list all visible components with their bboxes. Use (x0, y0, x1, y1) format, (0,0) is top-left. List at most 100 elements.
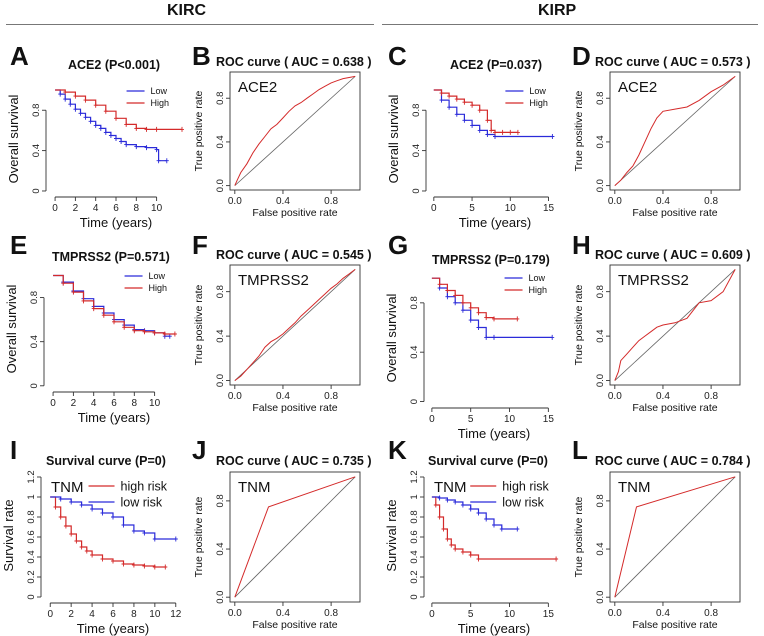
chart-panel-a: 0 2 4 6 8 10 0 0.4 0.8 Time (years) Overall surviv… (6, 86, 184, 230)
panel-letter-e: E (10, 230, 28, 260)
censor-mark-low (98, 125, 103, 131)
y-tick-label: 0 (31, 188, 42, 193)
plot-frame (229, 264, 361, 386)
censor-mark-high-risk (74, 538, 79, 544)
y-axis-label: Overall survival (6, 94, 21, 183)
censor-mark-high-risk (476, 556, 481, 562)
x-axis-label: False positive rate (632, 402, 717, 414)
y-tick-label: 0.8 (595, 92, 606, 105)
censor-mark-low-risk (460, 502, 465, 508)
censor-mark-low (550, 134, 555, 139)
x-tick-label: 0.4 (276, 608, 290, 619)
y-tick-label: 0.4 (215, 542, 226, 555)
censor-mark-low-risk (499, 526, 504, 532)
censor-mark-high (132, 328, 137, 334)
x-axis-label: Time (years) (78, 410, 150, 425)
panel-letter-h: H (572, 230, 591, 260)
roc-gene-label: TNM (238, 479, 271, 496)
censor-mark-high-risk (131, 562, 136, 568)
censor-mark-high-risk (453, 546, 458, 552)
panel-title-j: ROC curve ( AUC = 0.735 ) (216, 454, 372, 468)
censor-mark-high-risk (445, 536, 450, 542)
x-tick-label: 10 (504, 609, 516, 620)
censor-mark-low (460, 307, 465, 313)
censor-mark-low-risk (131, 528, 136, 534)
censor-mark-high (124, 121, 129, 127)
panel-title-b: ROC curve ( AUC = 0.638 ) (216, 55, 372, 69)
censor-mark-high (515, 129, 520, 135)
survival-curve-high (433, 89, 518, 133)
x-tick-label: 6 (111, 398, 117, 409)
x-tick-label: 0.8 (704, 391, 718, 402)
censor-mark-low (484, 334, 489, 340)
censor-mark-high-risk (84, 548, 89, 554)
roc-curve (614, 476, 736, 598)
roc-gene-label: ACE2 (618, 79, 657, 96)
censor-mark-low-risk (468, 506, 473, 512)
x-tick-label: 2 (73, 203, 79, 214)
y-tick-label: 0.4 (595, 135, 606, 148)
legend-label: High (149, 283, 168, 293)
column-header-kirp-rule (382, 24, 758, 25)
censor-mark-high (142, 329, 147, 335)
diagonal-reference-line (614, 476, 736, 598)
roc-gene-label: TNM (618, 479, 651, 496)
censor-mark-high (71, 289, 76, 295)
censor-mark-high (83, 97, 88, 103)
censor-mark-low-risk (173, 536, 178, 542)
censor-mark-high (485, 117, 490, 123)
diagonal-reference-line (614, 76, 736, 186)
legend-label: high risk (121, 479, 168, 493)
x-tick-label: 4 (91, 398, 97, 409)
censor-mark-low (468, 317, 473, 323)
survival-model-label: TNM (51, 479, 84, 496)
censor-mark-high-risk (121, 561, 126, 567)
censor-mark-low (154, 147, 159, 153)
y-axis-label: True positive rate (193, 90, 205, 171)
y-tick-label: 0.4 (411, 144, 422, 157)
censor-mark-low-risk (90, 506, 95, 512)
censor-mark-high (500, 129, 505, 135)
censor-mark-high-risk (90, 552, 95, 558)
x-axis-label: Time (years) (77, 621, 149, 636)
y-axis-label: Survival rate (1, 499, 16, 571)
censor-mark-high (460, 300, 465, 306)
censor-mark-low (447, 104, 452, 110)
y-tick-label: 0.4 (595, 330, 606, 343)
censor-mark-high (508, 129, 513, 135)
chart-panel-i: 0 2 4 6 8 10 12 0 0.2 0.4 0.6 0.8 1 1.2 Time (years) Su… (1, 470, 182, 636)
legend-label: Low (529, 273, 546, 283)
y-tick-label: 0.4 (215, 135, 226, 148)
censor-mark-low (550, 334, 555, 340)
censor-mark-low-risk (69, 499, 74, 505)
censor-mark-high (476, 310, 481, 316)
y-axis-label: True positive rate (193, 284, 205, 365)
y-tick-label: 0.4 (29, 335, 40, 348)
y-axis-label: Overall survival (4, 284, 19, 373)
censor-mark-low-risk (79, 502, 84, 508)
column-header-kirc: KIRC (167, 2, 207, 19)
y-tick-label: 0.2 (26, 570, 37, 583)
y-axis-label: True positive rate (573, 284, 585, 365)
roc-curve (234, 476, 356, 598)
y-tick-label: 0.0 (215, 374, 226, 387)
censor-mark-high (477, 107, 482, 113)
x-tick-label: 0.8 (704, 196, 718, 207)
roc-gene-label: TMPRSS2 (238, 272, 309, 289)
censor-mark-high-risk (53, 504, 58, 510)
censor-mark-low (439, 97, 444, 103)
roc-gene-label: ACE2 (238, 79, 277, 96)
censor-mark-high-risk (142, 563, 147, 569)
y-tick-label: 1 (26, 494, 37, 499)
censor-mark-low (103, 129, 108, 135)
y-tick-label: 0.4 (409, 346, 420, 359)
roc-curve (614, 269, 736, 381)
diagonal-reference-line (234, 269, 356, 381)
censor-mark-high-risk (69, 531, 74, 537)
censor-mark-high (63, 89, 68, 95)
panel-letter-b: B (192, 41, 211, 71)
censor-mark-high (101, 312, 106, 318)
